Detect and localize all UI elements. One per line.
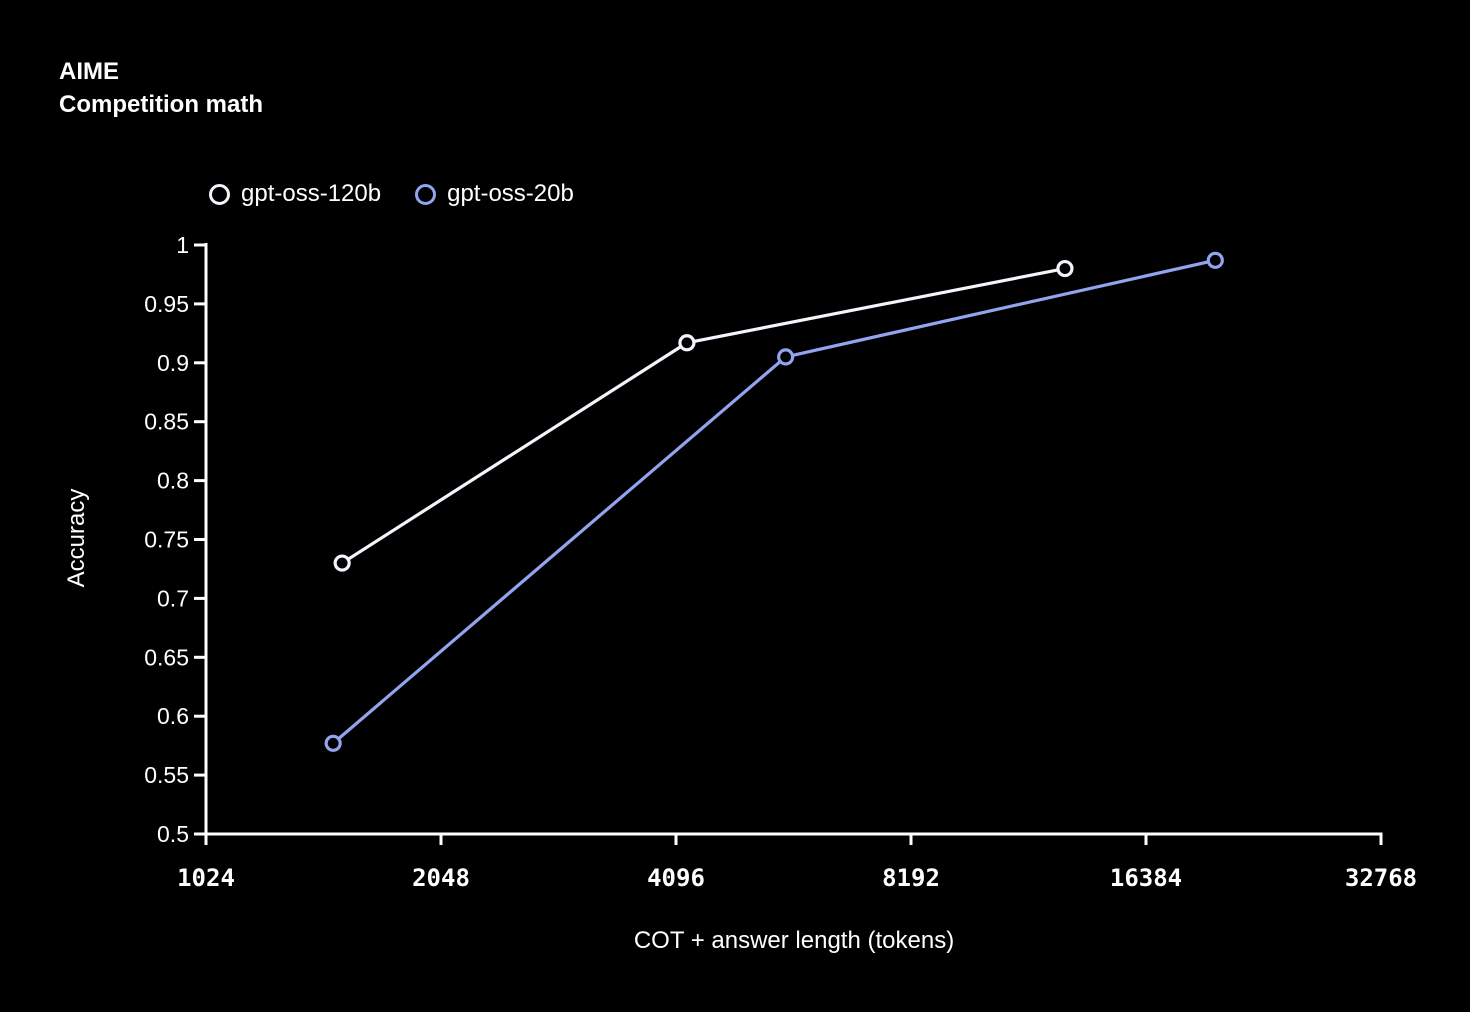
- data-point-marker-gpt-oss-20b: [1206, 251, 1224, 269]
- legend-marker-circle-icon: [209, 183, 230, 205]
- y-tick-label: 0.85: [144, 409, 189, 435]
- series-line-gpt-oss-120b: [340, 266, 1067, 565]
- x-tick-label: 32768: [1345, 864, 1417, 892]
- x-axis-title: COT + answer length (tokens): [633, 927, 955, 954]
- y-tick-label: 1: [176, 232, 189, 258]
- y-tick-label: 0.8: [157, 468, 189, 494]
- data-point-marker-gpt-oss-20b: [324, 734, 342, 752]
- data-point-marker-gpt-oss-120b: [333, 554, 351, 572]
- data-point-marker-gpt-oss-20b: [777, 348, 795, 366]
- y-tick-label: 0.9: [157, 350, 189, 376]
- legend-label: gpt-oss-20b: [447, 180, 574, 207]
- x-tick-label: 1024: [177, 864, 235, 892]
- y-tick-label: 0.75: [144, 527, 189, 553]
- y-tick-label: 0.6: [157, 703, 189, 729]
- chart-title-line1: AIME: [59, 58, 119, 85]
- legend-marker-circle-icon: [415, 183, 437, 205]
- data-point-marker-gpt-oss-120b: [1056, 259, 1074, 278]
- chart-title: AIME Competition math: [59, 55, 263, 121]
- series-line-gpt-oss-20b: [331, 258, 1217, 745]
- y-tick-label: 0.65: [144, 644, 189, 670]
- chart-title-line2: Competition math: [59, 91, 263, 118]
- y-tick-label: 0.95: [144, 291, 189, 317]
- x-tick-label: 4096: [647, 864, 705, 892]
- y-tick-label: 0.5: [157, 821, 189, 847]
- x-tick-label: 2048: [412, 864, 470, 892]
- y-tick-label: 0.7: [157, 585, 189, 611]
- x-tick-label: 16384: [1110, 864, 1182, 892]
- x-tick-label: 8192: [882, 864, 940, 892]
- legend: gpt-oss-120b gpt-oss-20b: [209, 180, 574, 208]
- legend-label: gpt-oss-120b: [241, 180, 382, 207]
- data-point-marker-gpt-oss-120b: [678, 334, 696, 352]
- legend-item-gpt-oss-20b: gpt-oss-20b: [415, 180, 574, 208]
- legend-item-gpt-oss-120b: gpt-oss-120b: [209, 180, 381, 208]
- y-tick-label: 0.55: [144, 762, 189, 788]
